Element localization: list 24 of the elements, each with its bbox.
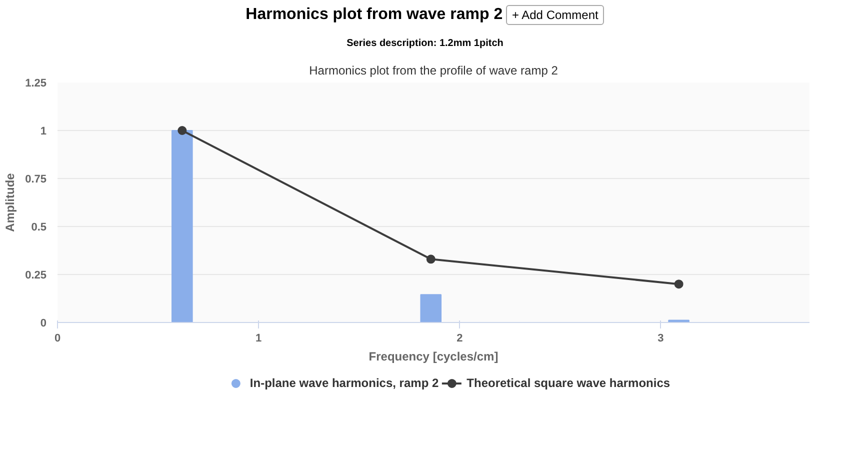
y-tick-label: 0.25: [25, 270, 47, 282]
x-tick-label: 0: [54, 332, 61, 344]
legend-label: Theoretical square wave harmonics: [466, 376, 670, 390]
text: Harmonics plot from the profile of wave ramp 2: [309, 64, 558, 78]
y-tick-label: 0: [40, 318, 47, 330]
text: + Add Comment: [506, 5, 604, 26]
chart-title: Harmonics plot from wave ramp 2: [246, 6, 503, 23]
x-tick-label: 3: [658, 332, 664, 344]
y-tick-label: 0.75: [25, 174, 47, 186]
bar: [420, 294, 442, 322]
y-tick-label: 1: [40, 126, 47, 138]
bar: [668, 320, 690, 322]
y-axis-title: Amplitude: [3, 172, 18, 232]
chart-subtitle: Series description: 1.2mm 1pitch: [346, 36, 504, 51]
x-tick-label: 1: [256, 332, 262, 344]
point: [426, 254, 436, 264]
y-tick-label: 1.25: [25, 78, 47, 90]
bar: [172, 130, 193, 322]
x-tick-label: 2: [456, 332, 463, 344]
x-axis-title: Frequency [cycles/cm]: [368, 350, 498, 364]
legend-label: In-plane wave harmonics, ramp 2: [250, 376, 439, 390]
point: [674, 280, 684, 289]
point: [178, 126, 187, 135]
y-tick-label: 0.5: [31, 222, 47, 234]
